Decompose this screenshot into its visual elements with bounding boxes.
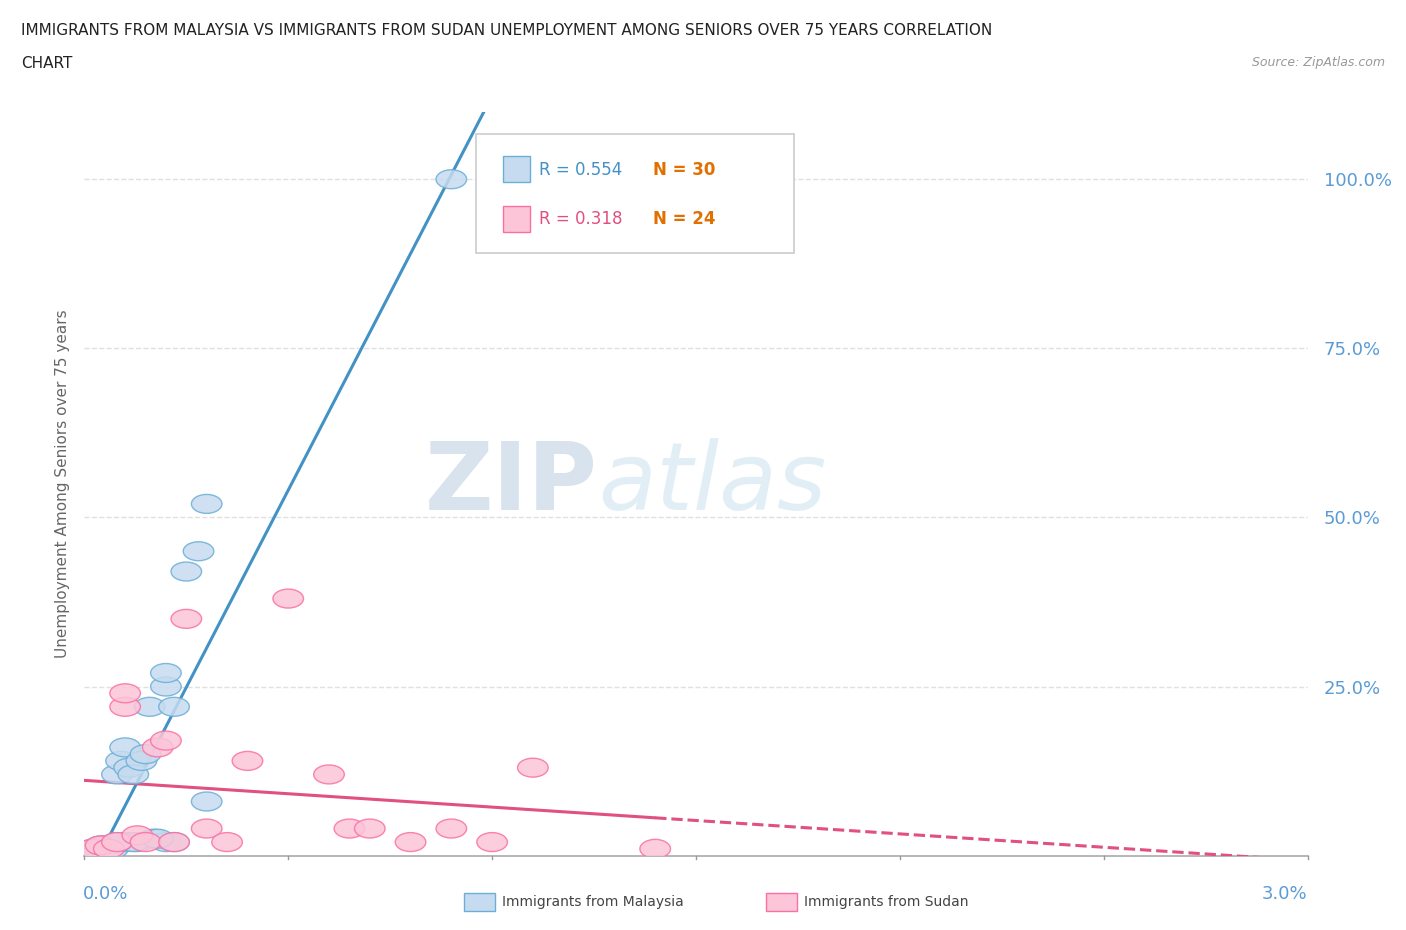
Ellipse shape xyxy=(101,832,132,852)
Text: Source: ZipAtlas.com: Source: ZipAtlas.com xyxy=(1251,56,1385,69)
Ellipse shape xyxy=(191,819,222,838)
Text: N = 30: N = 30 xyxy=(654,161,716,179)
Ellipse shape xyxy=(97,840,128,858)
Ellipse shape xyxy=(127,751,156,770)
Ellipse shape xyxy=(101,765,132,784)
Ellipse shape xyxy=(273,589,304,608)
Ellipse shape xyxy=(150,663,181,683)
Ellipse shape xyxy=(232,751,263,770)
Ellipse shape xyxy=(159,832,190,852)
Ellipse shape xyxy=(114,758,145,777)
FancyBboxPatch shape xyxy=(475,134,794,253)
Ellipse shape xyxy=(150,731,181,751)
Bar xyxy=(503,206,530,232)
Ellipse shape xyxy=(436,819,467,838)
Ellipse shape xyxy=(90,836,120,855)
Ellipse shape xyxy=(110,698,141,716)
Bar xyxy=(503,156,530,182)
Ellipse shape xyxy=(477,832,508,852)
Ellipse shape xyxy=(135,698,165,716)
Ellipse shape xyxy=(86,836,115,855)
Ellipse shape xyxy=(138,830,169,848)
Ellipse shape xyxy=(159,698,190,716)
Ellipse shape xyxy=(110,832,141,852)
Ellipse shape xyxy=(110,737,141,757)
Ellipse shape xyxy=(183,542,214,561)
Ellipse shape xyxy=(335,819,364,838)
Ellipse shape xyxy=(118,832,149,852)
Ellipse shape xyxy=(142,737,173,757)
Ellipse shape xyxy=(191,792,222,811)
Text: CHART: CHART xyxy=(21,56,73,71)
Ellipse shape xyxy=(122,826,153,844)
Ellipse shape xyxy=(640,840,671,858)
Ellipse shape xyxy=(142,830,173,848)
Ellipse shape xyxy=(212,832,242,852)
Ellipse shape xyxy=(172,562,201,581)
Ellipse shape xyxy=(131,832,160,852)
Ellipse shape xyxy=(314,765,344,784)
Ellipse shape xyxy=(395,832,426,852)
Ellipse shape xyxy=(150,832,181,852)
Ellipse shape xyxy=(159,832,190,852)
Text: R = 0.318: R = 0.318 xyxy=(540,210,623,229)
Ellipse shape xyxy=(191,495,222,513)
Text: Immigrants from Sudan: Immigrants from Sudan xyxy=(804,895,969,910)
Text: ZIP: ZIP xyxy=(425,438,598,529)
Text: IMMIGRANTS FROM MALAYSIA VS IMMIGRANTS FROM SUDAN UNEMPLOYMENT AMONG SENIORS OVE: IMMIGRANTS FROM MALAYSIA VS IMMIGRANTS F… xyxy=(21,23,993,38)
Ellipse shape xyxy=(436,170,467,189)
Text: 3.0%: 3.0% xyxy=(1263,885,1308,903)
Text: R = 0.554: R = 0.554 xyxy=(540,161,623,179)
Ellipse shape xyxy=(131,745,160,764)
Ellipse shape xyxy=(77,840,108,858)
Ellipse shape xyxy=(118,765,149,784)
Y-axis label: Unemployment Among Seniors over 75 years: Unemployment Among Seniors over 75 years xyxy=(55,310,70,658)
Ellipse shape xyxy=(94,840,124,858)
Text: 0.0%: 0.0% xyxy=(83,885,128,903)
Ellipse shape xyxy=(150,677,181,696)
Ellipse shape xyxy=(77,840,108,858)
Text: atlas: atlas xyxy=(598,438,827,529)
Ellipse shape xyxy=(122,832,153,852)
Ellipse shape xyxy=(172,609,201,629)
Ellipse shape xyxy=(86,836,115,855)
Ellipse shape xyxy=(94,840,124,858)
Ellipse shape xyxy=(110,684,141,703)
Ellipse shape xyxy=(517,758,548,777)
Ellipse shape xyxy=(101,832,132,852)
Ellipse shape xyxy=(354,819,385,838)
Text: Immigrants from Malaysia: Immigrants from Malaysia xyxy=(502,895,683,910)
Text: N = 24: N = 24 xyxy=(654,210,716,229)
Ellipse shape xyxy=(105,751,136,770)
Ellipse shape xyxy=(82,840,112,858)
